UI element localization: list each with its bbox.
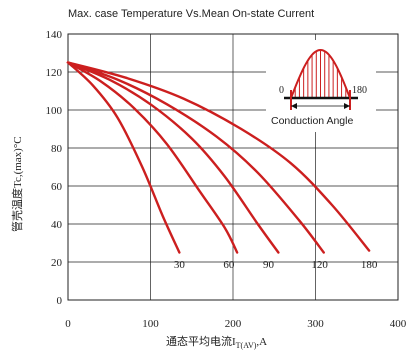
- x-tick-label: 300: [307, 318, 324, 330]
- y-tick-label: 20: [51, 257, 63, 269]
- chart-title: Max. case Temperature Vs.Mean On-state C…: [68, 8, 314, 20]
- y-tick-label: 80: [51, 143, 63, 155]
- y-tick-label: 60: [51, 181, 63, 193]
- plot-frame: [67, 33, 399, 301]
- series-label-30: 30: [174, 259, 186, 271]
- x-axis-label: 通态平均电流IT(AV),A: [166, 334, 267, 350]
- series-curve-60: [66, 61, 239, 254]
- series-curve-30: [66, 61, 181, 254]
- series-label-120: 120: [311, 259, 328, 271]
- x-tick-label: 0: [65, 318, 71, 330]
- series-curve-180: [66, 61, 371, 252]
- series-label-90: 90: [263, 259, 275, 271]
- y-tick-label: 0: [57, 295, 63, 307]
- y-tick-label: 40: [51, 219, 63, 231]
- inset-right-arrow: [344, 103, 350, 109]
- series-curve-90: [66, 61, 280, 254]
- series-labels: 30 60 90 120 180: [174, 259, 378, 271]
- y-tick-labels: 0 20 40 60 80 100 120 140: [46, 29, 63, 307]
- y-tick-label: 140: [46, 29, 63, 41]
- x-axis-label-subscript: T(AV): [236, 341, 257, 350]
- x-axis-label-main: 通态平均电流I: [166, 334, 236, 348]
- inset-left-arrow: [291, 103, 297, 109]
- y-axis-label: 管壳温度Tc,(max)°C: [10, 136, 24, 232]
- x-axis-label-unit: ,A: [256, 336, 267, 348]
- series-label-60: 60: [223, 259, 235, 271]
- inset-caption: Conduction Angle: [271, 115, 353, 127]
- y-tick-label: 100: [46, 105, 63, 117]
- x-tick-label: 400: [390, 318, 407, 330]
- inset-label-180: 180: [352, 85, 367, 96]
- conduction-angle-inset: 0 180 Conduction Angle: [266, 40, 376, 132]
- series-label-180: 180: [361, 259, 378, 271]
- x-tick-label: 200: [225, 318, 242, 330]
- x-tick-label: 100: [142, 318, 159, 330]
- y-tick-label: 120: [46, 67, 63, 79]
- x-tick-labels: 0 100 200 300 400: [65, 318, 407, 330]
- inset-label-0: 0: [279, 85, 284, 96]
- series-curve-120: [66, 61, 325, 254]
- inset-hatch: [294, 50, 347, 98]
- series-curves: [66, 61, 371, 254]
